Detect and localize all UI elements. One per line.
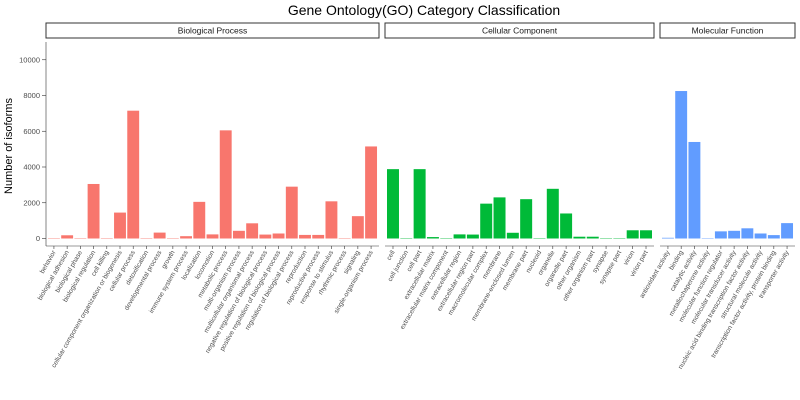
bar [661, 237, 674, 239]
bar [114, 212, 126, 239]
bar [325, 201, 338, 239]
facet-strip-label: Biological Process [178, 26, 247, 36]
bar [386, 169, 399, 239]
bar [688, 141, 701, 239]
facet-strip [45, 22, 380, 39]
bar [219, 130, 232, 239]
bar [232, 230, 245, 239]
bar [767, 235, 780, 239]
bar [493, 197, 506, 239]
bar [61, 235, 74, 239]
bar [153, 232, 166, 239]
y-tick-label: 2000 [23, 198, 40, 207]
bar [87, 183, 100, 239]
y-tick-label: 0 [36, 234, 40, 243]
bar [586, 236, 599, 239]
bar [728, 230, 741, 239]
y-tick-label: 8000 [23, 91, 40, 100]
bar [180, 236, 193, 239]
bar [193, 201, 206, 239]
bar [466, 234, 479, 239]
bar [272, 233, 285, 239]
facet-strip [384, 22, 655, 39]
chart-title: Gene Ontology(GO) Category Classificatio… [288, 2, 560, 18]
bar [741, 228, 754, 239]
bar [675, 91, 688, 239]
bar [259, 234, 272, 239]
bar [426, 237, 439, 239]
bar [626, 230, 639, 239]
bar [312, 234, 325, 239]
bar [246, 223, 259, 239]
bar [560, 213, 573, 239]
y-axis: 0 2000 4000 6000 8000 10000 [19, 42, 47, 246]
facet-strip [659, 22, 796, 39]
bar [365, 146, 378, 239]
bar [520, 199, 533, 239]
bar [573, 236, 586, 239]
bar [351, 216, 364, 239]
bar [413, 169, 426, 239]
bar [546, 188, 559, 239]
y-tick-label: 4000 [23, 163, 40, 172]
x-tick-label: cell [386, 249, 397, 262]
bar [453, 234, 466, 239]
bar [206, 234, 219, 239]
bar [299, 234, 311, 239]
bar [480, 203, 493, 239]
bar [754, 233, 767, 239]
y-tick-label: 10000 [19, 55, 40, 64]
bar [714, 231, 727, 239]
bar [127, 110, 140, 239]
bar [506, 232, 519, 239]
bar [640, 230, 653, 239]
y-tick-label: 6000 [23, 127, 40, 136]
y-axis-title: Number of isoforms [3, 98, 15, 194]
facet-strip-label: Molecular Function [692, 26, 764, 36]
bar [781, 223, 794, 239]
bar [285, 186, 298, 239]
facet-strip-label: Cellular Component [482, 26, 558, 36]
